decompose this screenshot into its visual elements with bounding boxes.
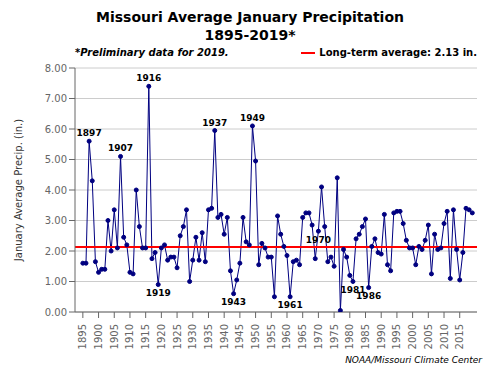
svg-text:3.00: 3.00 — [45, 215, 67, 226]
svg-text:1980: 1980 — [344, 324, 355, 349]
svg-text:1970: 1970 — [313, 324, 324, 349]
svg-text:1915: 1915 — [140, 324, 151, 349]
svg-text:0.00: 0.00 — [45, 307, 67, 318]
svg-text:7.00: 7.00 — [45, 93, 67, 104]
svg-text:1905: 1905 — [109, 324, 120, 349]
html-text:Long-term average: 2.13 in.: Long-term average: 2.13 in. — [319, 47, 477, 58]
html-text:NOAA/Missouri Climate Center: NOAA/Missouri Climate Center — [345, 355, 482, 365]
html-text:*Preliminary data for 2019.: *Preliminary data for 2019. — [75, 47, 229, 58]
svg-text:1919: 1919 — [146, 288, 171, 298]
svg-text:1925: 1925 — [172, 324, 183, 349]
svg-text:1900: 1900 — [93, 324, 104, 349]
svg-text:1895: 1895 — [77, 324, 88, 349]
svg-text:1970: 1970 — [306, 235, 331, 245]
svg-text:2.00: 2.00 — [45, 246, 67, 257]
svg-text:1943: 1943 — [221, 297, 246, 307]
svg-text:1950: 1950 — [250, 324, 261, 349]
svg-text:8.00: 8.00 — [45, 63, 67, 74]
svg-text:2010: 2010 — [439, 324, 450, 349]
svg-text:1935: 1935 — [203, 324, 214, 349]
svg-text:1960: 1960 — [281, 324, 292, 349]
html-text:1895-2019*: 1895-2019* — [204, 27, 296, 43]
svg-text:1955: 1955 — [266, 324, 277, 349]
svg-text:1990: 1990 — [376, 324, 387, 349]
svg-text:5.00: 5.00 — [45, 154, 67, 165]
svg-text:1897: 1897 — [77, 128, 102, 138]
svg-text:1930: 1930 — [187, 324, 198, 349]
svg-text:1.00: 1.00 — [45, 276, 67, 287]
html-text:Missouri Average January Preci: Missouri Average January Precipitation — [96, 9, 404, 25]
svg-text:1986: 1986 — [356, 291, 381, 301]
svg-text:6.00: 6.00 — [45, 124, 67, 135]
svg-text:1940: 1940 — [219, 324, 230, 349]
svg-text:January Average Precip. (in.): January Average Precip. (in.) — [13, 119, 24, 262]
svg-text:4.00: 4.00 — [45, 185, 67, 196]
svg-text:1937: 1937 — [202, 118, 227, 128]
svg-text:1965: 1965 — [297, 324, 308, 349]
svg-text:1961: 1961 — [278, 300, 303, 310]
svg-text:2000: 2000 — [407, 324, 418, 349]
svg-text:1975: 1975 — [329, 324, 340, 349]
svg-text:1916: 1916 — [136, 73, 161, 83]
svg-text:1981: 1981 — [340, 284, 366, 295]
svg-text:1995: 1995 — [391, 324, 402, 349]
svg-text:1920: 1920 — [156, 324, 167, 349]
svg-text:1945: 1945 — [234, 324, 245, 349]
svg-text:1910: 1910 — [124, 324, 135, 349]
svg-text:1949: 1949 — [240, 113, 265, 123]
svg-text:1985: 1985 — [360, 324, 371, 349]
svg-text:2005: 2005 — [423, 324, 434, 349]
svg-text:2015: 2015 — [454, 324, 465, 349]
svg-text:1907: 1907 — [108, 143, 133, 153]
